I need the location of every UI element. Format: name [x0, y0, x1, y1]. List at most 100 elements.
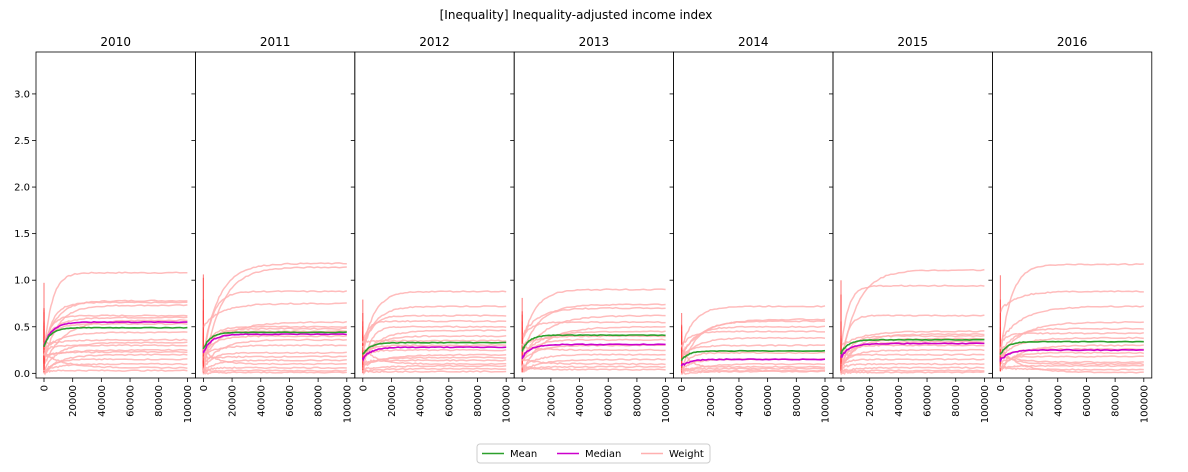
weight-line	[43, 352, 188, 369]
weight-line	[840, 284, 985, 353]
panel-2014: 2014 0 20000 40000 60000 80000 100000	[669, 35, 834, 423]
x-tick-label: 40000	[734, 385, 745, 417]
x-tick-label: 20000	[387, 385, 398, 417]
weight-line	[680, 336, 826, 362]
weight-line	[43, 304, 188, 362]
y-tick-label: 0.0	[14, 369, 30, 380]
panel-plot	[43, 271, 188, 376]
weight-line	[521, 343, 666, 352]
panel-title: 2013	[579, 35, 610, 49]
panel-plot	[362, 290, 507, 376]
weight-line	[202, 355, 347, 362]
weight-line	[362, 338, 507, 344]
x-tick-label: 80000	[314, 385, 325, 417]
weight-line	[362, 344, 507, 353]
x-tick-label: 20000	[228, 385, 239, 417]
x-tick-label: 20000	[546, 385, 557, 417]
weight-line	[362, 305, 507, 347]
weight-line	[999, 346, 1144, 374]
weight-line	[362, 290, 507, 352]
weight-line	[362, 314, 507, 354]
median-line	[840, 342, 985, 359]
weight-line	[840, 348, 985, 366]
weight-line	[202, 366, 347, 373]
x-tick-label: 0	[677, 385, 688, 391]
panel-2012: 2012 0 20000 40000 60000 80000 100000	[350, 35, 515, 423]
panels: 2010 0.0 0.5 1.0 1.5 2.0 2.5 3.0 0 20000 40000 6000…	[14, 35, 1153, 423]
legend-box	[476, 443, 711, 464]
weight-line	[840, 362, 985, 372]
weight-line	[362, 348, 507, 357]
panel-frame	[673, 51, 834, 379]
x-tick-label: 60000	[285, 385, 296, 417]
weight-line	[680, 369, 826, 375]
panel-2016: 2016 0 20000 40000 60000 80000 100000	[988, 35, 1153, 423]
weight-line	[840, 344, 985, 369]
weight-line	[362, 359, 507, 368]
weight-line	[43, 362, 188, 376]
weight-line	[43, 367, 188, 374]
legend-label: Weight	[669, 449, 704, 460]
panel-plot	[999, 263, 1145, 374]
median-line	[680, 358, 826, 367]
mean-line	[521, 334, 666, 353]
x-tick-label: 0	[40, 385, 51, 391]
panel-title: 2015	[897, 35, 928, 49]
weight-line	[680, 344, 826, 369]
x-tick-label: 20000	[1025, 385, 1036, 417]
weight-line	[43, 316, 188, 343]
panel-title: 2011	[260, 35, 291, 49]
weight-line	[202, 368, 347, 375]
chart-title: [Inequality] Inequality-adjusted income …	[440, 8, 713, 22]
weight-line	[680, 367, 826, 372]
y-tick-label: 0.5	[14, 322, 30, 333]
weight-line	[202, 266, 347, 371]
weight-line	[43, 271, 188, 357]
x-tick-label: 60000	[126, 385, 137, 417]
median-line	[202, 333, 347, 354]
x-tick-label: 80000	[632, 385, 643, 417]
x-tick-label: 0	[837, 385, 848, 391]
y-tick-label: 3.0	[14, 89, 30, 100]
x-tick-label: 20000	[68, 385, 79, 417]
weight-line	[521, 320, 666, 339]
weight-line	[362, 334, 507, 363]
weight-line	[521, 334, 666, 349]
x-tick-label: 100000	[342, 385, 353, 423]
weight-line	[521, 314, 666, 362]
panel-frame	[992, 51, 1153, 379]
weight-line	[680, 351, 826, 373]
weight-line	[521, 344, 666, 364]
x-tick-label: 0	[996, 385, 1007, 391]
x-tick-label: 60000	[763, 385, 774, 417]
weight-line	[202, 349, 347, 366]
panel-2010: 2010 0.0 0.5 1.0 1.5 2.0 2.5 3.0 0 20000 40000 6000…	[14, 35, 196, 423]
panel-2015: 2015 0 20000 40000 60000 80000 100000	[829, 35, 993, 423]
weight-line	[43, 344, 188, 355]
mean-line	[202, 331, 347, 350]
weight-line	[999, 351, 1144, 371]
x-tick-label: 100000	[661, 385, 672, 423]
weight-line	[521, 288, 666, 346]
weight-line	[999, 327, 1144, 355]
weight-line	[202, 325, 347, 351]
panel-plot	[840, 268, 985, 376]
weight-line	[999, 364, 1144, 371]
x-tick-label: 40000	[256, 385, 267, 417]
x-tick-label: 60000	[604, 385, 615, 417]
weight-line	[202, 359, 347, 373]
weight-line	[521, 325, 666, 373]
weight-line	[202, 344, 347, 359]
weight-line	[362, 364, 507, 373]
weight-line	[999, 336, 1144, 361]
weight-line	[840, 369, 985, 376]
weight-line	[362, 319, 507, 343]
x-tick-label: 100000	[502, 385, 513, 423]
panel-title: 2012	[419, 35, 450, 49]
weight-line	[521, 306, 666, 338]
x-tick-label: 80000	[473, 385, 484, 417]
mean-line	[999, 340, 1144, 355]
x-tick-label: 60000	[444, 385, 455, 417]
weight-line	[202, 351, 347, 372]
panel-plot	[521, 288, 666, 373]
